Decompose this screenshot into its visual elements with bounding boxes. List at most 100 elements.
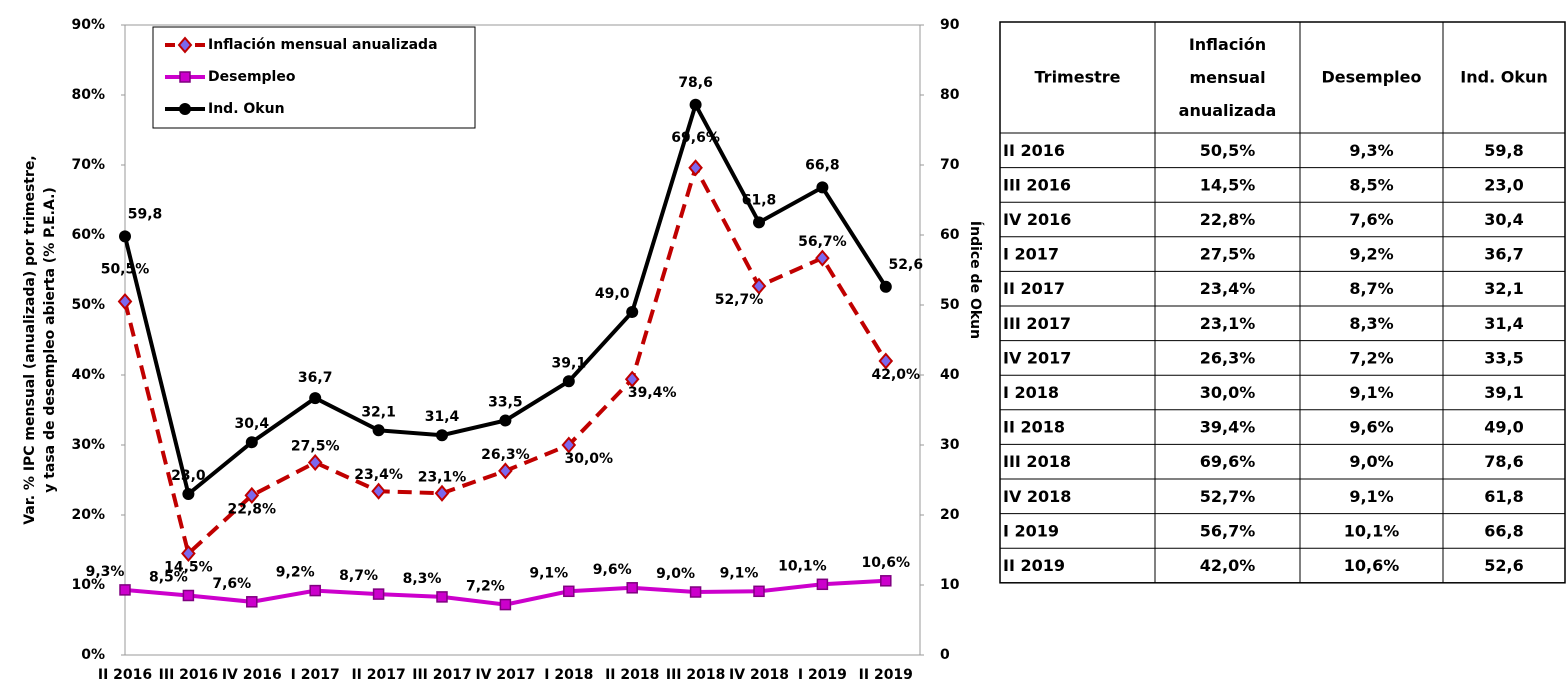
legend-label: Desempleo — [208, 69, 296, 85]
table-cell: 10,1% — [1344, 521, 1400, 540]
table-cell: 26,3% — [1200, 348, 1256, 367]
series: 59,8 23,0 30,4 36,7 32,1 31,4 33,5 39,1 49,0 78,6… — [119, 75, 923, 500]
data-label: 9,0% — [656, 566, 695, 582]
marker — [119, 584, 131, 596]
y-tick-label: 20% — [71, 507, 105, 523]
marker — [689, 586, 702, 598]
table-cell: 69,6% — [1200, 452, 1256, 471]
marker — [626, 582, 638, 594]
data-label: 9,2% — [276, 565, 315, 581]
table-cell: 52,6 — [1484, 556, 1523, 575]
x-tick-label: I 2019 — [798, 667, 847, 683]
table-cell: III 2017 — [1003, 314, 1071, 333]
table-cell: 49,0 — [1484, 418, 1523, 437]
table-cell: 9,6% — [1349, 418, 1393, 437]
table-cell: 23,0 — [1484, 175, 1523, 194]
table-cell: 22,8% — [1200, 210, 1256, 229]
table-cell: 56,7% — [1200, 521, 1256, 540]
data-label: 31,4 — [425, 409, 460, 425]
marker — [182, 589, 195, 602]
table-cell: 10,6% — [1344, 556, 1400, 575]
x-tick-label: II 2017 — [351, 667, 405, 683]
marker — [563, 585, 575, 598]
table: Trimestre Inflación mensual anualizada Desem… — [999, 21, 1566, 584]
y2-tick-label: 90 — [940, 17, 960, 33]
y2-tick-label: 80 — [940, 87, 960, 103]
table-cell: 30,4 — [1484, 210, 1523, 229]
marker — [436, 591, 448, 603]
series: 50,5% 14,5% 22,8% 27,5% 23,4% 23,1% 26,3% 30,0%… — [101, 130, 920, 576]
y2-tick-label: 0 — [940, 647, 950, 663]
series-line — [123, 99, 888, 498]
y2-tick-label: 10 — [940, 577, 960, 593]
plot-frame — [124, 24, 921, 656]
table-cell: 30,0% — [1200, 383, 1256, 402]
table-cell: 66,8 — [1484, 521, 1523, 540]
marker — [177, 36, 193, 54]
marker — [561, 436, 577, 454]
table-cell: I 2017 — [1003, 245, 1059, 264]
marker — [878, 352, 894, 370]
marker — [753, 216, 765, 229]
y-tick-label: 40% — [71, 367, 105, 383]
table-cell: I 2019 — [1003, 521, 1059, 540]
y2-tick-label: 70 — [940, 157, 960, 173]
x-tick-label: I 2017 — [291, 667, 340, 683]
table-cell: 23,1% — [1200, 314, 1256, 333]
data-label: 27,5% — [291, 439, 340, 455]
data-label: 10,1% — [778, 558, 827, 574]
data-label: 9,6% — [593, 562, 632, 578]
data-label: 10,6% — [862, 555, 911, 571]
table-cell: IV 2017 — [1003, 348, 1071, 367]
y2-tick-label: 30 — [940, 437, 960, 453]
marker — [689, 98, 702, 111]
table-header: Trimestre — [1035, 68, 1121, 87]
marker — [309, 584, 321, 597]
table-cell: 42,0% — [1200, 556, 1256, 575]
marker — [244, 486, 260, 504]
y-tick-label: 60% — [71, 227, 105, 243]
table-cell: 9,3% — [1349, 141, 1393, 160]
table-cell: II 2018 — [1003, 418, 1065, 437]
marker — [499, 598, 512, 611]
y-tick-label: 0% — [81, 647, 105, 663]
table-border — [999, 21, 1566, 584]
data-label: 32,1 — [361, 404, 396, 420]
table-cell: 9,2% — [1349, 245, 1393, 264]
table-cell: 7,2% — [1349, 348, 1393, 367]
data-label: 50,5% — [101, 262, 150, 278]
table-cell: 39,4% — [1200, 418, 1256, 437]
legend-label: Ind. Okun — [208, 101, 285, 117]
y2-tick-label: 40 — [940, 367, 960, 383]
x-tick-label: IV 2016 — [222, 667, 282, 683]
marker — [117, 292, 133, 311]
y2-axis-label: Índice de Okun — [967, 221, 984, 339]
table-cell: 36,7 — [1484, 245, 1523, 264]
table-cell: IV 2016 — [1003, 210, 1071, 229]
data-label: 66,8 — [805, 157, 840, 173]
marker — [309, 392, 322, 405]
y2-tick-label: 20 — [940, 507, 960, 523]
table-header: Inflación mensual anualizada — [1179, 35, 1277, 120]
x-tick-label: III 2017 — [412, 667, 471, 683]
marker — [816, 181, 829, 194]
table-cell: 23,4% — [1200, 279, 1256, 298]
table-cell: 33,5 — [1484, 348, 1523, 367]
x-tick-label: II 2016 — [98, 667, 152, 683]
table-cell: III 2016 — [1003, 175, 1071, 194]
marker — [498, 462, 513, 480]
marker — [816, 578, 829, 591]
data-label: 61,8 — [742, 192, 777, 208]
y-axis-label: Var. % IPC mensual (anualizada) por trim… — [22, 155, 38, 524]
data-label: 9,1% — [529, 565, 568, 581]
data-label: 30,0% — [565, 451, 614, 467]
table-cell: 9,1% — [1349, 383, 1393, 402]
marker — [751, 277, 767, 295]
x-tick-label: IV 2018 — [729, 667, 789, 683]
table-cell: IV 2018 — [1003, 487, 1071, 506]
data-label: 52,7% — [715, 292, 764, 308]
marker — [436, 429, 448, 442]
x-tick-label: II 2018 — [605, 667, 659, 683]
table-cell: 31,4 — [1484, 314, 1523, 333]
